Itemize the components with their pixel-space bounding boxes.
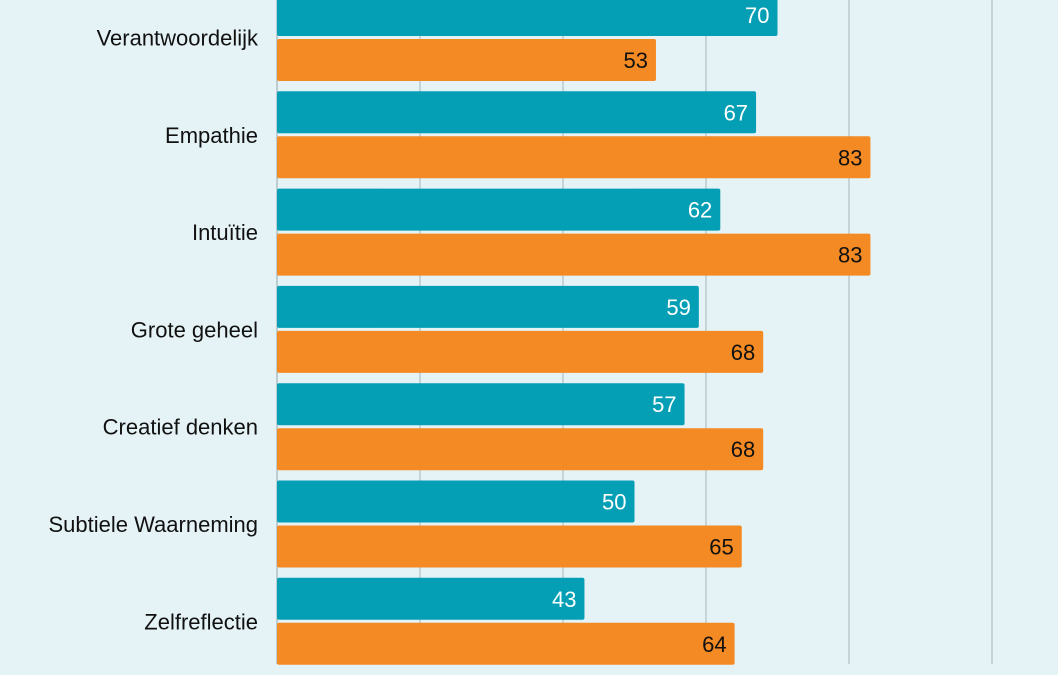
- bar: [277, 285, 699, 328]
- data-label: 43: [552, 587, 576, 612]
- data-label: 50: [602, 490, 626, 515]
- bar: [277, 622, 735, 665]
- bar: [277, 480, 635, 523]
- category-label: Verantwoordelijk: [97, 26, 259, 51]
- category-label: Creatief denken: [103, 415, 258, 440]
- bar: [277, 383, 685, 426]
- bar: [277, 91, 757, 134]
- bar: [277, 0, 778, 36]
- category-label: Intuïtie: [192, 220, 258, 245]
- data-label: 62: [688, 198, 712, 223]
- data-label: 70: [745, 3, 769, 28]
- data-label: 68: [731, 340, 755, 365]
- bar: [277, 39, 656, 81]
- bar: [277, 233, 871, 276]
- bar: [277, 577, 585, 620]
- category-label: Grote geheel: [131, 317, 258, 342]
- data-label: 53: [623, 48, 647, 73]
- bar: [277, 330, 764, 373]
- data-label: 83: [838, 243, 862, 268]
- bar: [277, 188, 721, 231]
- data-label: 68: [731, 437, 755, 462]
- bar: [277, 136, 871, 179]
- category-label: Zelfreflectie: [144, 609, 258, 634]
- bar: [277, 428, 764, 471]
- data-label: 83: [838, 145, 862, 170]
- data-label: 59: [666, 295, 690, 320]
- category-label: Subtiele Waarneming: [48, 512, 258, 537]
- category-label: Empathie: [165, 123, 258, 148]
- data-label: 64: [702, 632, 726, 657]
- bar: [277, 525, 742, 568]
- data-label: 57: [652, 392, 676, 417]
- data-label: 65: [709, 535, 733, 560]
- data-label: 67: [724, 100, 748, 125]
